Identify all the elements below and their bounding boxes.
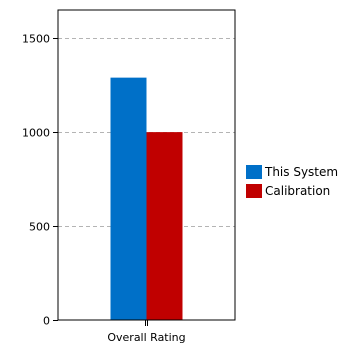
legend: This System Calibration [246,162,338,200]
legend-label-this-system: This System [265,164,339,179]
bar-calibration-0 [146,132,183,320]
x-axis: Overall Rating [107,320,186,344]
y-tick-label-0: 0 [43,315,50,328]
legend-label-calibration: Calibration [265,183,331,198]
y-tick-label-1000: 1000 [22,127,50,140]
x-category-label-0: Overall Rating [107,331,185,344]
y-tick-label-1500: 1500 [22,33,50,46]
plot-area-border [57,9,236,321]
bar-this-system-0 [110,77,147,321]
legend-swatch-calibration [246,183,262,198]
legend-item-calibration: Calibration [246,181,338,200]
legend-item-this-system: This System [246,162,338,181]
legend-swatch-this-system [246,164,262,179]
bars [110,77,183,321]
y-tick-label-500: 500 [29,221,50,234]
y-axis: 0 500 1000 1500 [22,33,58,328]
gridlines [58,38,235,227]
